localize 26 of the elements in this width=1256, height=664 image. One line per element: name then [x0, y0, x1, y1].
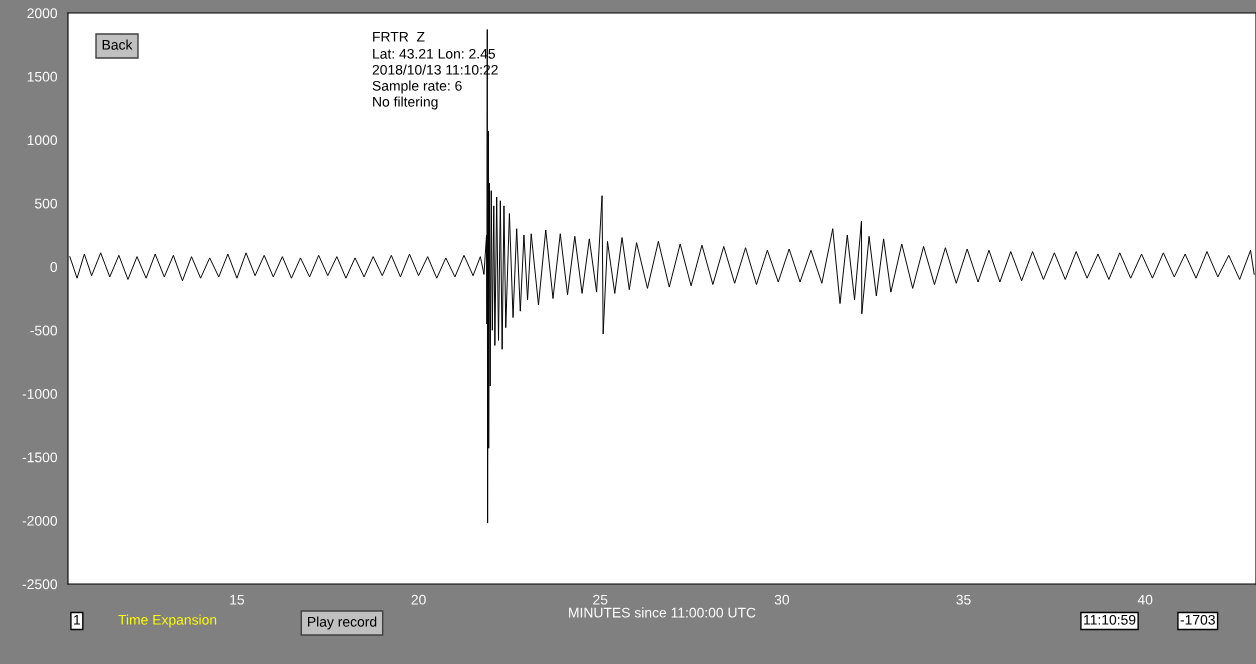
y-tick-label: 500	[34, 198, 58, 209]
x-tick-label: 15	[230, 594, 245, 605]
y-tick-label: -1000	[22, 389, 58, 399]
annotation: FRTR Z	[373, 32, 425, 42]
y-tick-label: -500	[30, 325, 58, 336]
text: 11:10:59	[1084, 614, 1136, 625]
y-tick-label: 0	[50, 262, 58, 272]
text: Time Expansion	[118, 614, 217, 628]
x-tick-label: 40	[1137, 594, 1153, 605]
x-tick-label: 25	[593, 594, 608, 605]
y-tick-label: -2500	[22, 579, 58, 590]
text: Play record	[308, 616, 377, 630]
y-tick-label: 2000	[27, 8, 58, 19]
text: 1	[74, 615, 81, 625]
annotation: No filtering	[373, 96, 438, 110]
y-tick-label: 1000	[27, 135, 58, 146]
x-tick-label: 35	[956, 594, 971, 605]
annotation: Back	[102, 39, 133, 50]
x-tick-label: 30	[774, 594, 790, 605]
text: -1703	[1180, 614, 1215, 625]
x-tick-label: 20	[411, 594, 426, 605]
y-tick-label: -2000	[22, 515, 58, 526]
x-axis-title: MINUTES since 11:00:00 UTC	[569, 607, 756, 618]
y-tick-label: 1500	[27, 71, 58, 82]
y-tick-label: -1500	[22, 452, 58, 463]
annotation: Sample rate: 6	[372, 80, 462, 94]
